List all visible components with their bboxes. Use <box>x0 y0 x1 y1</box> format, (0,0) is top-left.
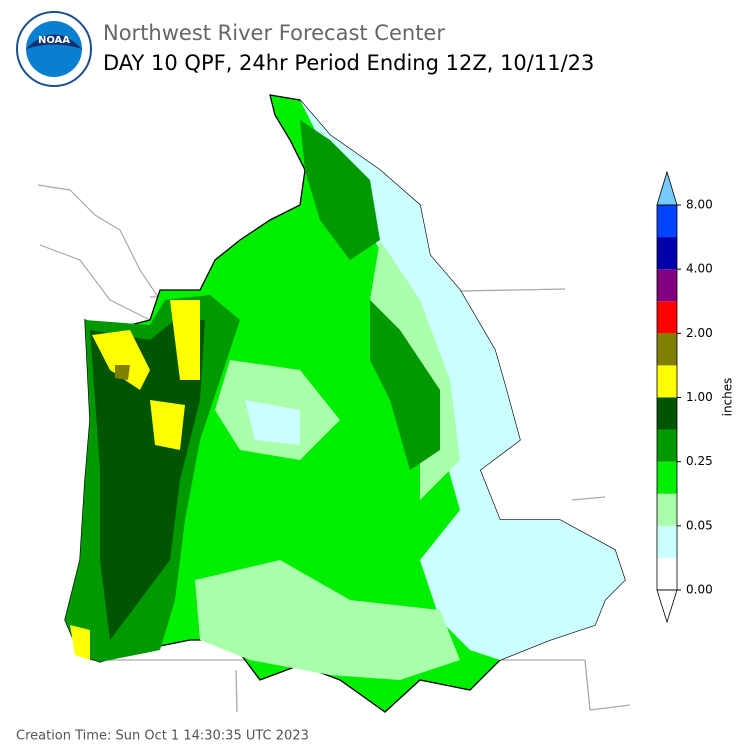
colorbar-bin <box>657 461 677 494</box>
colorbar-label: inches <box>721 378 735 417</box>
colorbar-bin <box>657 365 677 398</box>
colorbar-bin <box>657 333 677 366</box>
colorbar-tick-label: 0.05 <box>686 518 713 532</box>
colorbar-bin <box>657 493 677 526</box>
colorbar-tick-label: 2.00 <box>686 326 713 340</box>
colorbar-bin <box>657 269 677 302</box>
creation-time: Creation Time: Sun Oct 1 14:30:35 UTC 20… <box>16 729 309 744</box>
colorbar-bin <box>657 237 677 270</box>
colorbar-over <box>656 170 678 206</box>
svg-text:NOAA: NOAA <box>38 35 70 46</box>
subtitle: DAY 10 QPF, 24hr Period Ending 12Z, 10/1… <box>103 51 594 75</box>
title: Northwest River Forecast Center <box>103 21 445 45</box>
colorbar-bin <box>657 429 677 462</box>
colorbar-tick-label: 1.00 <box>686 390 713 404</box>
colorbar-tick-label: 8.00 <box>686 198 713 212</box>
colorbar-tick-label: 0.00 <box>686 583 713 597</box>
map <box>37 94 631 713</box>
colorbar: 0.00 0.05 0.25 1.00 2.00 4.00 8.00 <box>656 170 713 624</box>
colorbar-tick-label: 0.25 <box>686 454 713 468</box>
noaa-logo: NOAA <box>16 11 92 87</box>
colorbar-bin <box>657 557 677 590</box>
colorbar-under <box>656 589 678 624</box>
colorbar-tick-label: 4.00 <box>686 262 713 276</box>
colorbar-bin <box>657 205 677 238</box>
colorbar-bin <box>657 301 677 334</box>
colorbar-bin <box>657 525 677 558</box>
colorbar-bin <box>657 397 677 430</box>
